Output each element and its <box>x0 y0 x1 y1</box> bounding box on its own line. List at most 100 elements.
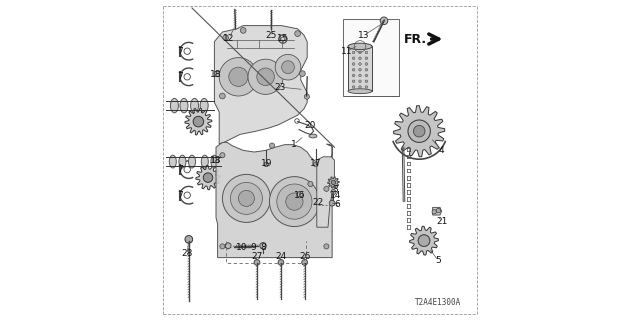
Circle shape <box>297 191 303 197</box>
Text: 1: 1 <box>291 140 296 149</box>
Circle shape <box>223 174 270 222</box>
Circle shape <box>305 94 310 99</box>
Circle shape <box>359 68 361 71</box>
Text: 10: 10 <box>236 243 247 252</box>
Circle shape <box>359 57 361 60</box>
Circle shape <box>193 116 204 127</box>
Circle shape <box>359 51 361 54</box>
Circle shape <box>365 86 367 88</box>
Polygon shape <box>214 26 307 144</box>
Circle shape <box>264 162 269 167</box>
Circle shape <box>408 120 431 142</box>
Text: 6: 6 <box>335 200 340 209</box>
Circle shape <box>365 80 367 83</box>
Text: 23: 23 <box>275 83 285 92</box>
Polygon shape <box>328 177 339 188</box>
Text: 21: 21 <box>436 217 448 226</box>
Circle shape <box>276 184 312 219</box>
Ellipse shape <box>180 99 188 113</box>
Text: 5: 5 <box>436 256 441 265</box>
Text: 22: 22 <box>313 198 324 207</box>
Ellipse shape <box>170 99 179 113</box>
Circle shape <box>380 17 388 25</box>
Ellipse shape <box>211 155 218 168</box>
Circle shape <box>314 162 318 167</box>
Text: 27: 27 <box>252 252 262 261</box>
Ellipse shape <box>200 99 208 113</box>
Circle shape <box>409 121 430 142</box>
Circle shape <box>241 28 246 33</box>
Text: 15: 15 <box>278 34 289 43</box>
Circle shape <box>220 153 225 158</box>
Text: 24: 24 <box>275 252 287 261</box>
Circle shape <box>269 177 319 227</box>
Circle shape <box>353 74 355 77</box>
Bar <box>348 46 372 91</box>
Circle shape <box>229 67 248 86</box>
Polygon shape <box>185 108 212 135</box>
Text: 7: 7 <box>177 72 182 81</box>
Circle shape <box>185 236 193 243</box>
Circle shape <box>359 86 361 88</box>
Text: 4: 4 <box>439 146 444 155</box>
Text: 13: 13 <box>358 31 370 40</box>
Circle shape <box>300 71 305 76</box>
Circle shape <box>275 54 301 80</box>
Text: 26: 26 <box>299 252 310 261</box>
Circle shape <box>353 57 355 60</box>
Polygon shape <box>410 226 438 255</box>
Circle shape <box>238 190 255 206</box>
Text: FR.: FR. <box>404 33 428 45</box>
Circle shape <box>359 63 361 65</box>
Text: 7: 7 <box>177 165 182 174</box>
Circle shape <box>219 58 258 96</box>
Ellipse shape <box>348 89 372 94</box>
Circle shape <box>365 57 367 60</box>
Polygon shape <box>317 157 334 227</box>
Circle shape <box>308 181 313 187</box>
Ellipse shape <box>169 155 177 168</box>
Circle shape <box>220 244 225 249</box>
Text: 18: 18 <box>211 156 221 165</box>
Text: 7: 7 <box>177 47 182 56</box>
Text: T2A4E1300A: T2A4E1300A <box>415 298 461 307</box>
Text: 11: 11 <box>341 47 352 56</box>
Text: 25: 25 <box>266 31 277 40</box>
Polygon shape <box>196 165 220 190</box>
Ellipse shape <box>348 43 372 50</box>
Circle shape <box>365 63 367 65</box>
Circle shape <box>365 68 367 71</box>
Text: 3: 3 <box>333 185 338 194</box>
Circle shape <box>330 200 335 206</box>
Bar <box>214 157 218 162</box>
Circle shape <box>353 80 355 83</box>
Circle shape <box>359 80 361 83</box>
Circle shape <box>282 61 294 74</box>
Circle shape <box>248 59 284 94</box>
Circle shape <box>223 35 228 41</box>
Polygon shape <box>394 106 445 157</box>
Circle shape <box>230 182 262 214</box>
Circle shape <box>353 51 355 54</box>
Text: 18: 18 <box>211 70 221 79</box>
Text: 7: 7 <box>177 191 182 200</box>
Text: 28: 28 <box>182 249 193 258</box>
Ellipse shape <box>188 155 196 168</box>
Circle shape <box>278 260 284 265</box>
Circle shape <box>359 74 361 77</box>
Circle shape <box>432 210 436 214</box>
Circle shape <box>220 93 225 99</box>
Ellipse shape <box>191 99 198 113</box>
Circle shape <box>324 186 329 191</box>
Bar <box>214 71 218 76</box>
Polygon shape <box>433 207 442 215</box>
Ellipse shape <box>179 155 186 168</box>
Text: 8: 8 <box>260 243 266 252</box>
Text: 19: 19 <box>260 159 272 168</box>
Circle shape <box>419 235 430 246</box>
Text: 9: 9 <box>250 243 255 252</box>
Circle shape <box>353 63 355 65</box>
Circle shape <box>254 260 260 265</box>
Circle shape <box>295 31 301 36</box>
Circle shape <box>418 235 430 246</box>
